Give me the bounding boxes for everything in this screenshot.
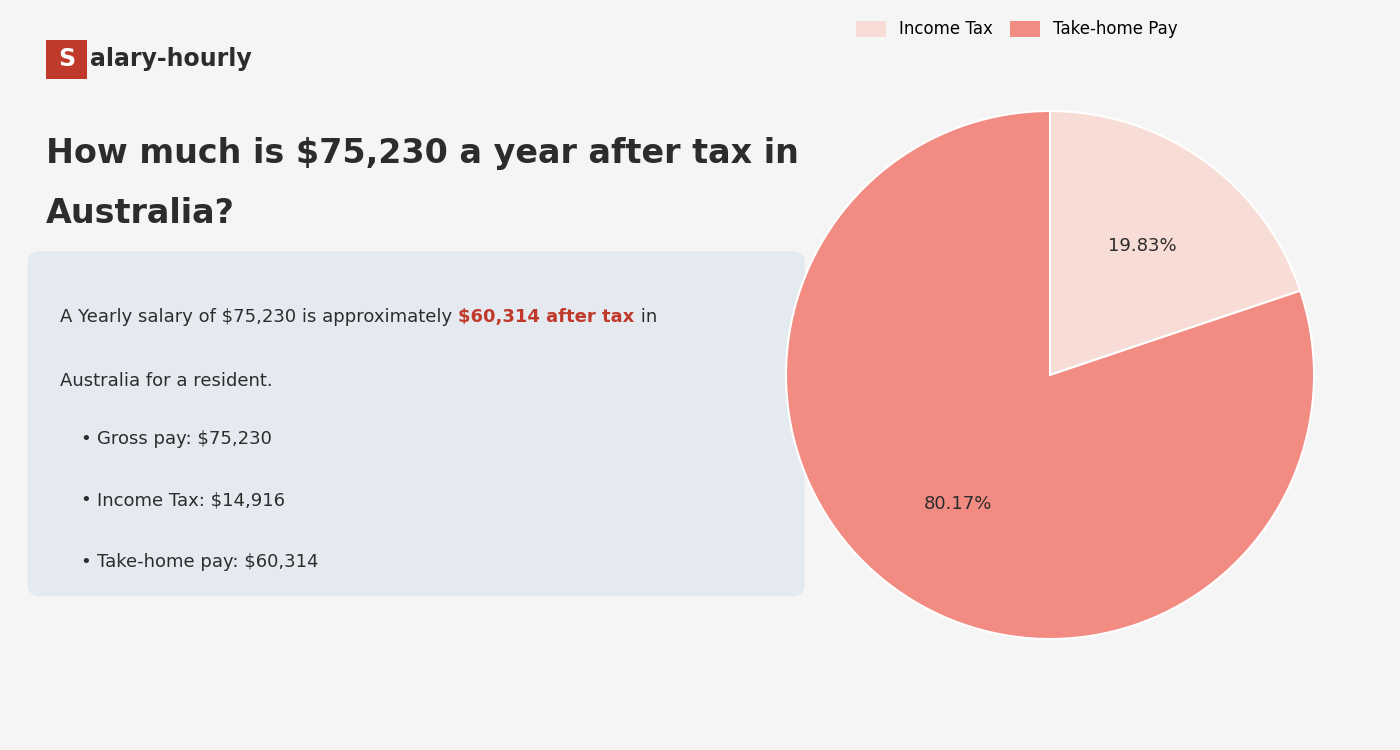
Text: 80.17%: 80.17% <box>924 495 991 513</box>
Legend: Income Tax, Take-home Pay: Income Tax, Take-home Pay <box>850 13 1184 45</box>
Text: •: • <box>80 553 91 571</box>
Text: alary-hourly: alary-hourly <box>90 47 252 71</box>
Text: S: S <box>57 47 76 71</box>
Text: Australia?: Australia? <box>46 197 235 230</box>
Text: $60,314 after tax: $60,314 after tax <box>458 308 634 326</box>
Wedge shape <box>785 111 1315 639</box>
Wedge shape <box>1050 111 1301 375</box>
Text: How much is $75,230 a year after tax in: How much is $75,230 a year after tax in <box>46 137 799 170</box>
Text: 19.83%: 19.83% <box>1109 237 1177 255</box>
FancyBboxPatch shape <box>28 251 805 596</box>
Text: in: in <box>634 308 657 326</box>
Text: A Yearly salary of $75,230 is approximately: A Yearly salary of $75,230 is approximat… <box>60 308 458 326</box>
Text: Australia for a resident.: Australia for a resident. <box>60 372 273 390</box>
Text: •: • <box>80 491 91 509</box>
Text: •: • <box>80 430 91 448</box>
Text: Income Tax: $14,916: Income Tax: $14,916 <box>97 491 284 509</box>
Text: Take-home pay: $60,314: Take-home pay: $60,314 <box>97 553 318 571</box>
FancyBboxPatch shape <box>46 40 87 79</box>
Text: Gross pay: $75,230: Gross pay: $75,230 <box>97 430 272 448</box>
